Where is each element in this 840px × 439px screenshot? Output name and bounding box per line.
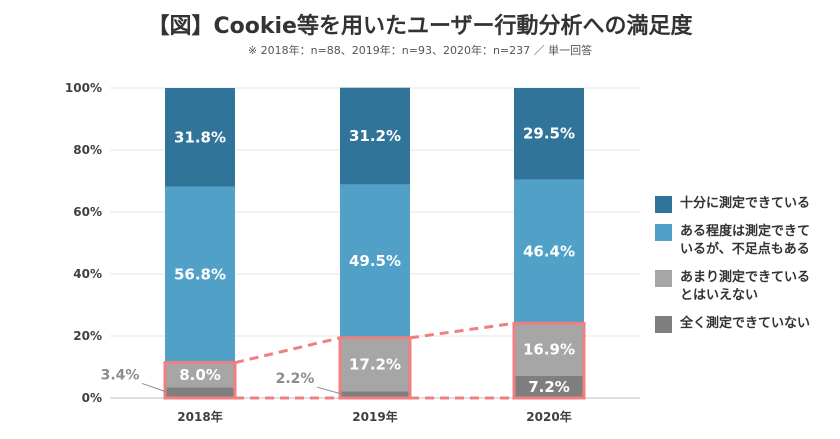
legend-swatch: [655, 270, 672, 287]
legend-label: 十分に測定できている: [680, 196, 811, 211]
bar-segment: [165, 387, 235, 398]
data-label: 17.2%: [349, 356, 401, 374]
legend-item-partial: ある程度は測定できて いるが、不足点もある: [655, 223, 840, 259]
legend-label: ある程度は測定できて いるが、不足点もある: [680, 224, 811, 257]
bar-segment: [340, 337, 410, 392]
y-tick-label: 0%: [82, 391, 102, 405]
chart-subtitle: ※ 2018年：n=88、2019年：n=93、2020年：n=237 ／ 単一…: [247, 44, 593, 57]
data-label: 8.0%: [179, 366, 221, 384]
data-label: 56.8%: [174, 266, 226, 284]
highlight-box: [512, 321, 586, 400]
bar-segment: [340, 87, 410, 185]
data-label: 29.5%: [523, 125, 575, 143]
x-tick-label: 2020年: [526, 409, 571, 424]
bar-segment: [340, 184, 410, 338]
y-tick-label: 80%: [73, 143, 102, 157]
data-label: 16.9%: [523, 340, 575, 358]
bar-segment: [165, 186, 235, 363]
bar-segment: [514, 179, 584, 324]
legend-swatch: [655, 224, 672, 241]
bar-segment: [165, 88, 235, 187]
chart-title: 【図】Cookie等を用いたユーザー行動分析への満足度: [147, 14, 693, 39]
legend-swatch: [655, 316, 672, 333]
bar-segment: [165, 362, 235, 388]
x-tick-label: 2019年: [352, 409, 397, 424]
y-tick-label: 100%: [65, 81, 102, 95]
legend: 十分に測定できている ある程度は測定できて いるが、不足点もある あまり測定でき…: [655, 195, 840, 343]
x-tick-label: 2018年: [177, 409, 222, 424]
y-tick-label: 40%: [73, 267, 102, 281]
legend-label: あまり測定できている とはいえない: [680, 270, 811, 303]
legend-swatch: [655, 196, 672, 213]
data-label: 49.5%: [349, 252, 401, 270]
y-tick-label: 60%: [73, 205, 102, 219]
highlight-box: [163, 361, 237, 400]
legend-item-full: 十分に測定できている: [655, 195, 840, 213]
data-label: 3.4%: [101, 367, 140, 383]
bar-segment: [514, 323, 584, 376]
label-leader-line: [141, 382, 170, 394]
legend-label: 全く測定できていない: [680, 316, 811, 331]
data-label: 2.2%: [276, 371, 315, 387]
highlight-box: [338, 336, 412, 400]
data-label: 46.4%: [523, 242, 575, 260]
y-tick-label: 20%: [73, 329, 102, 343]
label-leader-line: [316, 386, 345, 396]
data-label: 7.2%: [528, 378, 570, 396]
trend-dashed-line: [409, 321, 515, 340]
bar-segment: [514, 375, 584, 398]
bar-segment: [340, 391, 410, 398]
bar-segment: [514, 88, 584, 180]
legend-item-insufficient: あまり測定できている とはいえない: [655, 269, 840, 305]
legend-item-none: 全く測定できていない: [655, 315, 840, 333]
data-label: 31.2%: [349, 127, 401, 145]
trend-dashed-line: [234, 336, 341, 365]
data-label: 31.8%: [174, 128, 226, 146]
